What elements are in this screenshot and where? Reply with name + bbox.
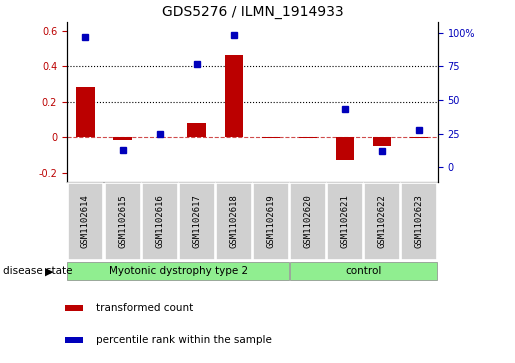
Text: control: control: [346, 266, 382, 276]
Text: GSM1102620: GSM1102620: [303, 195, 313, 248]
Bar: [67, 183, 104, 260]
Bar: [290, 183, 326, 260]
Bar: [113, 137, 132, 140]
Bar: [105, 183, 141, 260]
Bar: [65, 305, 82, 311]
Text: GSM1102617: GSM1102617: [192, 195, 201, 248]
Text: GSM1102622: GSM1102622: [377, 195, 387, 248]
Bar: [373, 137, 391, 146]
Bar: [179, 183, 215, 260]
Text: ▶: ▶: [45, 266, 54, 276]
Bar: [142, 183, 178, 260]
Bar: [401, 183, 437, 260]
Text: GSM1102616: GSM1102616: [155, 195, 164, 248]
Text: GSM1102621: GSM1102621: [340, 195, 350, 248]
Text: percentile rank within the sample: percentile rank within the sample: [96, 335, 272, 345]
Bar: [336, 137, 354, 160]
Bar: [327, 183, 363, 260]
Bar: [299, 137, 317, 138]
Bar: [225, 56, 243, 137]
Text: GSM1102619: GSM1102619: [266, 195, 276, 248]
Bar: [290, 262, 437, 280]
Text: GSM1102615: GSM1102615: [118, 195, 127, 248]
Text: GSM1102618: GSM1102618: [229, 195, 238, 248]
Text: transformed count: transformed count: [96, 303, 193, 313]
Text: disease state: disease state: [3, 266, 72, 276]
Bar: [216, 183, 252, 260]
Text: GSM1102623: GSM1102623: [415, 195, 424, 248]
Bar: [67, 262, 289, 280]
Bar: [364, 183, 400, 260]
Bar: [65, 338, 82, 343]
Title: GDS5276 / ILMN_1914933: GDS5276 / ILMN_1914933: [162, 5, 343, 19]
Bar: [253, 183, 289, 260]
Bar: [262, 137, 280, 138]
Text: Myotonic dystrophy type 2: Myotonic dystrophy type 2: [109, 266, 248, 276]
Text: GSM1102614: GSM1102614: [81, 195, 90, 248]
Bar: [187, 123, 206, 137]
Bar: [76, 87, 95, 137]
Bar: [410, 137, 428, 138]
